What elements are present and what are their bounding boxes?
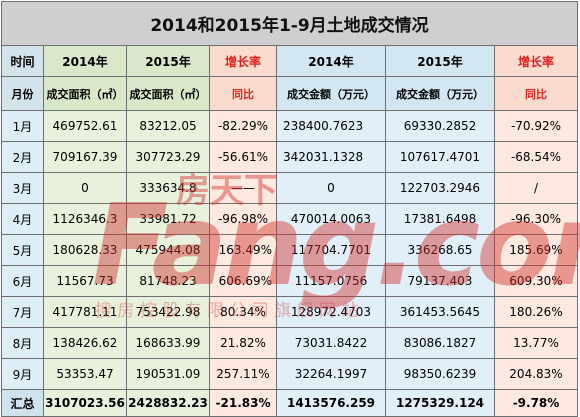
header-amount-label-2014: 成交金额（万元） — [276, 76, 386, 111]
area-2015-cell: 33981.72 — [126, 203, 210, 235]
header-time: 时间 — [1, 45, 44, 77]
month-cell: 5月 — [1, 234, 44, 266]
amount-growth-cell: 609.30% — [494, 265, 578, 297]
header-2015-amount: 2015年 — [385, 45, 495, 77]
amount-2014-cell: 0 — [276, 172, 386, 204]
month-cell: 3月 — [1, 172, 44, 204]
area-growth-cell: -82.29% — [209, 110, 277, 142]
header-area-label-2015: 成交面积（㎡） — [126, 76, 210, 111]
table-title: 2014和2015年1-9月土地成交情况 — [1, 1, 578, 46]
amount-2014-cell: 238400.7623 — [276, 110, 386, 142]
amount-2015-cell: 98350.6239 — [385, 358, 495, 390]
amount-2015-cell: 336268.65 — [385, 234, 495, 266]
month-cell: 1月 — [1, 110, 44, 142]
table-row: 4月 1126346.3 33981.72 -96.98% 470014.006… — [1, 203, 578, 235]
area-2014-cell: 709167.39 — [43, 141, 127, 173]
amount-growth-cell: -68.54% — [494, 141, 578, 173]
amount-2014-cell: 470014.0063 — [276, 203, 386, 235]
header-2015-area: 2015年 — [126, 45, 210, 77]
total-amount-2015: 1275329.124 — [385, 389, 495, 417]
table-row: 5月 180628.33 475944.08 163.49% 117704.77… — [1, 234, 578, 266]
total-amount-2014: 1413576.259 — [276, 389, 386, 417]
total-amount-growth: -9.78% — [494, 389, 578, 417]
table-row: 3月 0 333634.8 —— 0 122703.2946 / — [1, 172, 578, 204]
total-area-2015: 2428832.23 — [126, 389, 210, 417]
amount-2014-cell: 73031.8422 — [276, 327, 386, 359]
month-cell: 8月 — [1, 327, 44, 359]
area-2015-cell: 753422.98 — [126, 296, 210, 328]
total-row: 汇总 3107023.56 2428832.23 -21.83% 1413576… — [1, 389, 578, 417]
total-area-2014: 3107023.56 — [43, 389, 127, 417]
area-2015-cell: 83212.05 — [126, 110, 210, 142]
amount-2014-cell: 117704.7701 — [276, 234, 386, 266]
total-area-growth: -21.83% — [209, 389, 277, 417]
area-2014-cell: 53353.47 — [43, 358, 127, 390]
area-2015-cell: 81748.23 — [126, 265, 210, 297]
table-row: 2月 709167.39 307723.29 -56.61% 342031.13… — [1, 141, 578, 173]
header-2014-area: 2014年 — [43, 45, 127, 77]
area-2014-cell: 0 — [43, 172, 127, 204]
area-2015-cell: 475944.08 — [126, 234, 210, 266]
header-amount-label-2015: 成交金额（万元） — [385, 76, 495, 111]
area-2014-cell: 11567.73 — [43, 265, 127, 297]
header-2014-amount: 2014年 — [276, 45, 386, 77]
area-2014-cell: 469752.61 — [43, 110, 127, 142]
area-growth-cell: -96.98% — [209, 203, 277, 235]
amount-2015-cell: 69330.2852 — [385, 110, 495, 142]
area-growth-cell: -56.61% — [209, 141, 277, 173]
header-month: 月份 — [1, 76, 44, 111]
month-cell: 9月 — [1, 358, 44, 390]
amount-2015-cell: 361453.5645 — [385, 296, 495, 328]
amount-2014-cell: 32264.1997 — [276, 358, 386, 390]
amount-2015-cell: 17381.6498 — [385, 203, 495, 235]
area-2014-cell: 180628.33 — [43, 234, 127, 266]
header-amount-yoy: 同比 — [494, 76, 578, 111]
amount-2015-cell: 83086.1827 — [385, 327, 495, 359]
amount-2015-cell: 122703.2946 — [385, 172, 495, 204]
area-2015-cell: 190531.09 — [126, 358, 210, 390]
area-growth-cell: 163.49% — [209, 234, 277, 266]
area-2015-cell: 333634.8 — [126, 172, 210, 204]
amount-growth-cell: / — [494, 172, 578, 204]
area-growth-cell: 257.11% — [209, 358, 277, 390]
area-2014-cell: 1126346.3 — [43, 203, 127, 235]
area-growth-cell: 606.69% — [209, 265, 277, 297]
area-growth-cell: 21.82% — [209, 327, 277, 359]
area-growth-cell: 80.34% — [209, 296, 277, 328]
table-row: 1月 469752.61 83212.05 -82.29% 238400.762… — [1, 110, 578, 142]
header-area-yoy: 同比 — [209, 76, 277, 111]
header-area-label-2014: 成交面积（㎡） — [43, 76, 127, 111]
area-growth-cell: —— — [209, 172, 277, 204]
amount-2014-cell: 128972.4703 — [276, 296, 386, 328]
amount-growth-cell: -96.30% — [494, 203, 578, 235]
month-cell: 7月 — [1, 296, 44, 328]
area-2015-cell: 307723.29 — [126, 141, 210, 173]
area-2014-cell: 417781.11 — [43, 296, 127, 328]
header-area-growth: 增长率 — [209, 45, 277, 77]
amount-growth-cell: 13.77% — [494, 327, 578, 359]
amount-growth-cell: 185.69% — [494, 234, 578, 266]
table-row: 9月 53353.47 190531.09 257.11% 32264.1997… — [1, 358, 578, 390]
table-row: 6月 11567.73 81748.23 606.69% 11157.0756 … — [1, 265, 578, 297]
month-cell: 4月 — [1, 203, 44, 235]
month-cell: 6月 — [1, 265, 44, 297]
table-row: 7月 417781.11 753422.98 80.34% 128972.470… — [1, 296, 578, 328]
amount-growth-cell: 204.83% — [494, 358, 578, 390]
amount-2014-cell: 11157.0756 — [276, 265, 386, 297]
table-row: 8月 138426.62 168633.99 21.82% 73031.8422… — [1, 327, 578, 359]
area-2015-cell: 168633.99 — [126, 327, 210, 359]
header-amount-growth: 增长率 — [494, 45, 578, 77]
total-label: 汇总 — [1, 389, 44, 417]
amount-growth-cell: 180.26% — [494, 296, 578, 328]
area-2014-cell: 138426.62 — [43, 327, 127, 359]
amount-growth-cell: -70.92% — [494, 110, 578, 142]
amount-2015-cell: 107617.4701 — [385, 141, 495, 173]
amount-2014-cell: 342031.1328 — [276, 141, 386, 173]
month-cell: 2月 — [1, 141, 44, 173]
amount-2015-cell: 79137.403 — [385, 265, 495, 297]
